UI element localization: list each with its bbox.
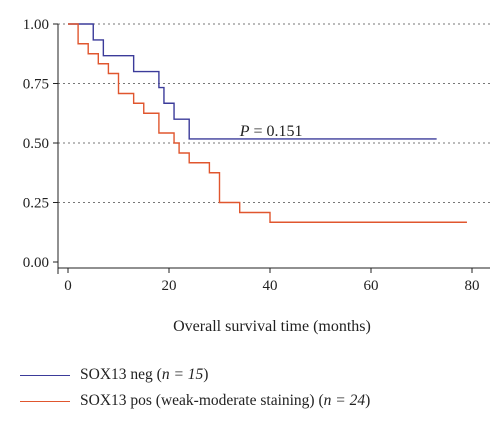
y-tick-label-3: 0.75 — [23, 77, 49, 93]
x-axis-title: Overall survival time (months) — [173, 318, 371, 335]
legend-swatch-pos — [20, 400, 70, 402]
legend-n-neg: n = 15 — [161, 366, 204, 383]
legend-swatch-neg — [20, 374, 70, 376]
x-tick-label-2: 40 — [263, 278, 278, 294]
legend-label-pos-text: SOX13 pos (weak-moderate staining) — [80, 392, 315, 409]
x-tick-label-1: 20 — [162, 278, 177, 294]
p-value-symbol: P — [239, 123, 250, 140]
legend-label-neg: SOX13 neg (n = 15) — [80, 366, 209, 383]
legend: SOX13 neg (n = 15) SOX13 pos (weak-moder… — [20, 362, 490, 414]
legend-label-pos: SOX13 pos (weak-moderate staining) (n = … — [80, 392, 371, 409]
x-tick-label-4: 80 — [465, 278, 480, 294]
legend-label-neg-text: SOX13 neg — [80, 366, 153, 383]
axes — [57, 24, 490, 274]
gridlines — [58, 23, 490, 203]
legend-item-neg: SOX13 neg (n = 15) — [20, 362, 490, 388]
x-tick-label-0: 0 — [64, 278, 72, 294]
y-tick-label-0: 0.00 — [23, 255, 49, 271]
tick-labels: 0.00 0.25 0.50 0.75 1.00 0 20 40 60 80 — [23, 17, 480, 294]
p-value-number: = 0.151 — [249, 123, 302, 140]
legend-item-pos: SOX13 pos (weak-moderate staining) (n = … — [20, 388, 490, 414]
y-tick-label-4: 1.00 — [23, 17, 49, 33]
p-value-annotation: P = 0.151 — [239, 123, 303, 140]
survival-curves — [68, 23, 467, 223]
survival-curve-pos — [68, 23, 467, 223]
survival-curve-neg — [68, 23, 437, 140]
survival-chart: 0.000.250.500.751.000 20 40 60 80 P = 0.151 … — [23, 17, 490, 335]
y-tick-label-2: 0.50 — [23, 136, 49, 152]
legend-n-pos: n = 24 — [323, 392, 366, 409]
y-tick-label-1: 0.25 — [23, 196, 49, 212]
x-tick-label-3: 60 — [364, 278, 379, 294]
